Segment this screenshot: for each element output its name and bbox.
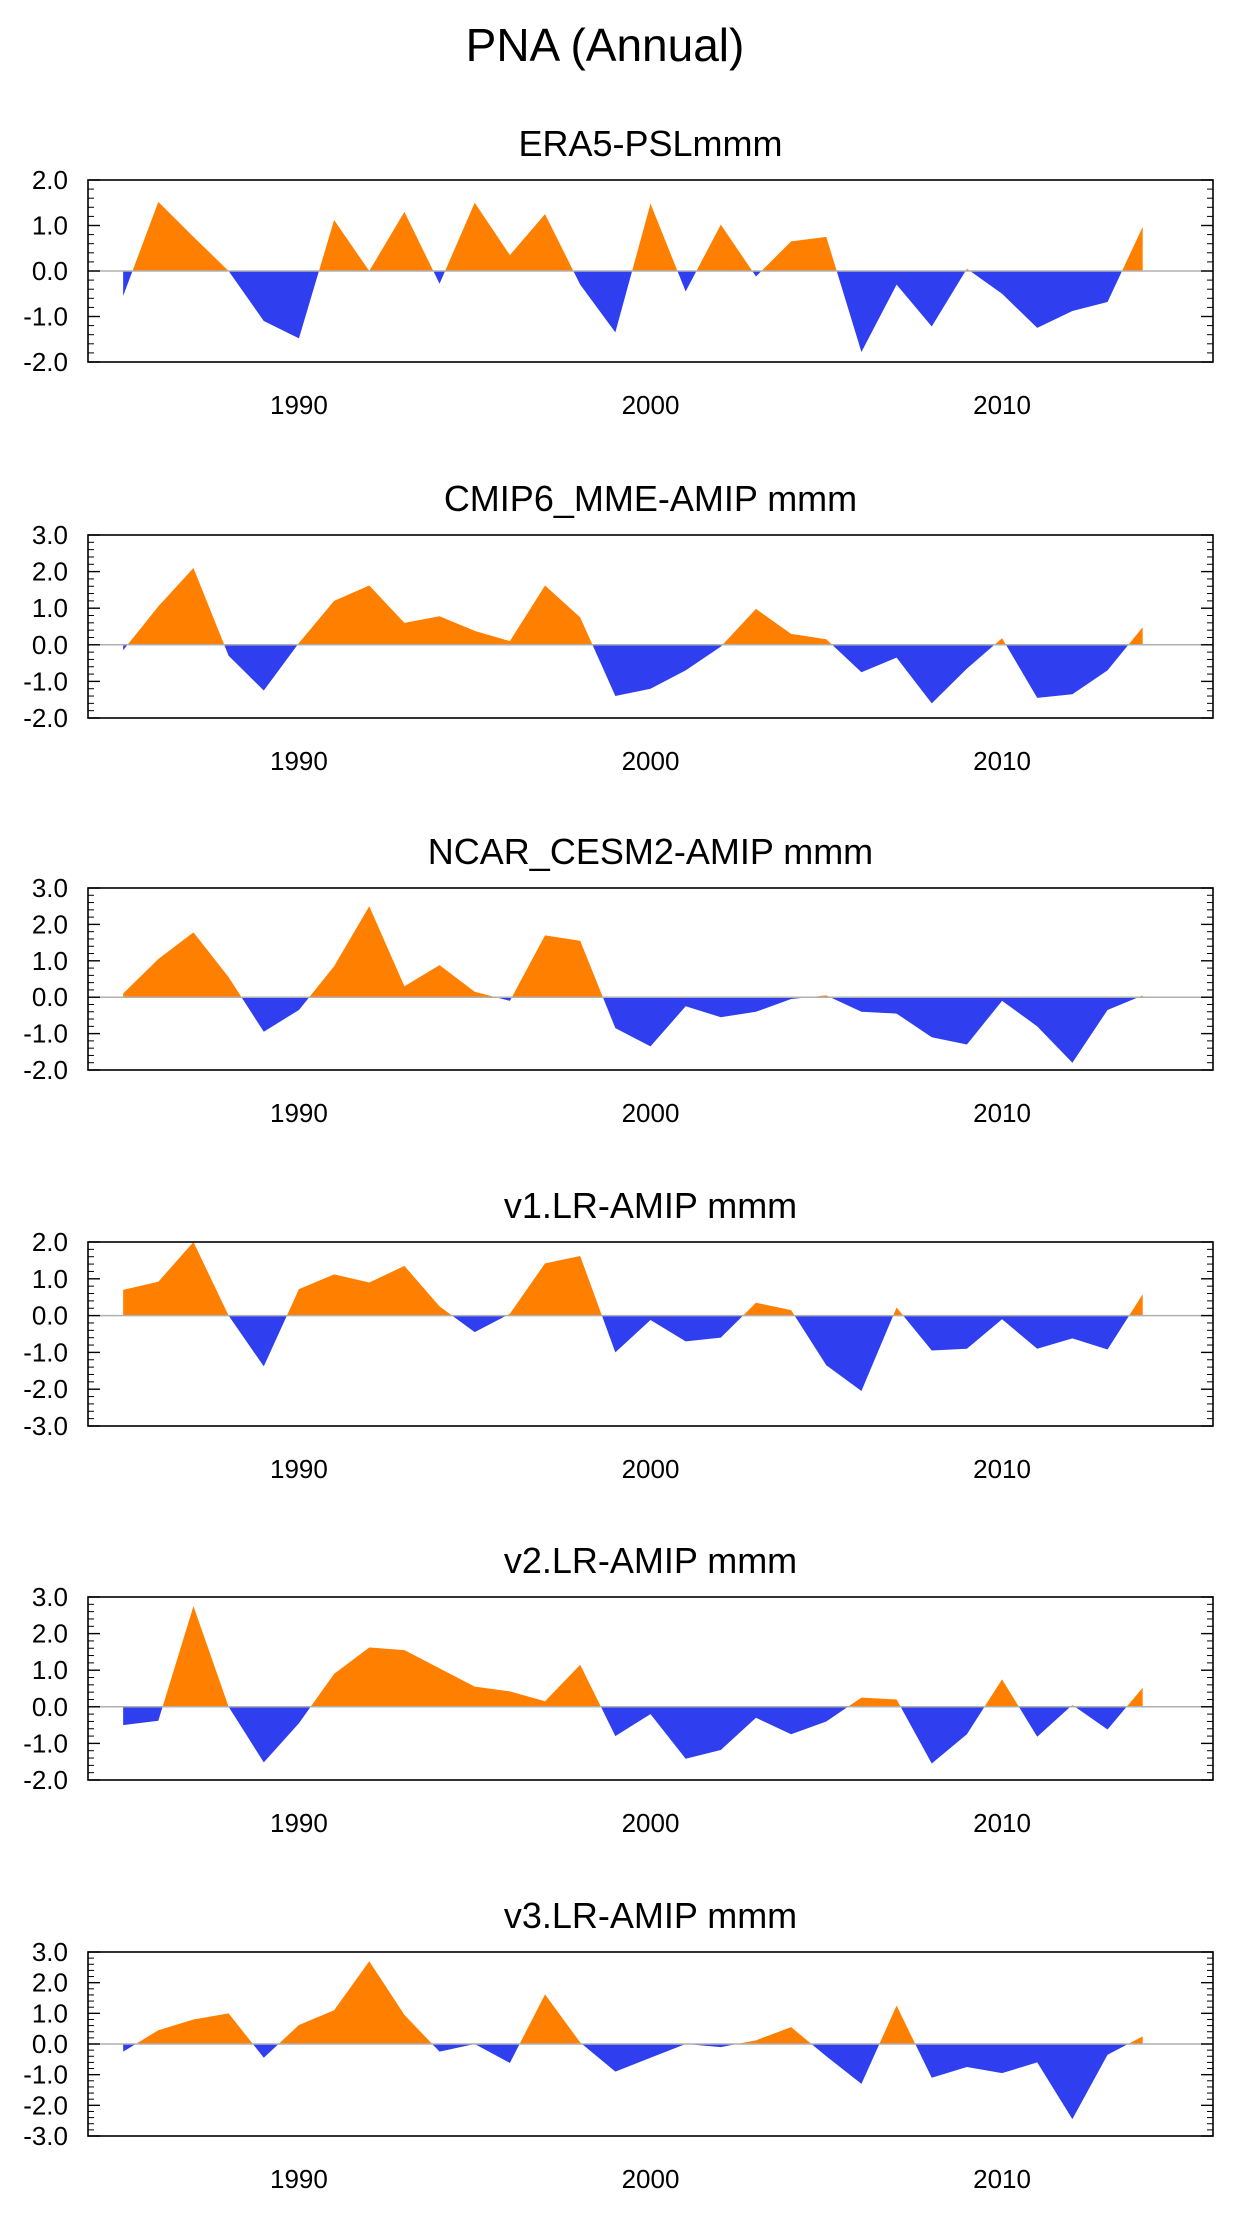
positive-area xyxy=(123,1242,1143,1316)
y-tick-label: -1.0 xyxy=(23,302,68,332)
y-tick-label: 1.0 xyxy=(32,946,68,976)
y-tick-label: 2.0 xyxy=(32,1227,68,1257)
x-tick-label: 1990 xyxy=(270,1454,328,1484)
x-tick-label: 2000 xyxy=(622,2164,680,2194)
x-tick-label: 1990 xyxy=(270,2164,328,2194)
chart-panel-2: CMIP6_MME-AMIP mmm 3.0 2.0 1.0 0.0 -1.0 -2.0 19… xyxy=(23,478,1214,776)
panel-title: NCAR_CESM2-AMIP mmm xyxy=(428,831,873,872)
y-tick-label: -2.0 xyxy=(23,2090,68,2120)
chart-panel-4: v1.LR-AMIP mmm 2.0 1.0 0.0 -1.0 -2.0 -3.0 1990 2… xyxy=(23,1185,1214,1484)
x-tick-label: 2010 xyxy=(973,1454,1031,1484)
x-tick-label: 2010 xyxy=(973,390,1031,420)
positive-area xyxy=(123,1961,1143,2044)
y-tick-label: 1.0 xyxy=(32,1998,68,2028)
positive-area xyxy=(123,1606,1143,1707)
y-tick-label: -2.0 xyxy=(23,1055,68,1085)
panel-title: CMIP6_MME-AMIP mmm xyxy=(444,478,857,519)
y-tick-label: 2.0 xyxy=(32,909,68,939)
x-tick-label: 2000 xyxy=(622,1098,680,1128)
negative-area xyxy=(123,271,1143,352)
negative-area xyxy=(123,2044,1143,2120)
y-tick-label: -3.0 xyxy=(23,1411,68,1441)
y-tick-label: -1.0 xyxy=(23,2060,68,2090)
plot-frame xyxy=(87,887,1214,1071)
positive-area xyxy=(123,906,1143,998)
x-tick-label: 1990 xyxy=(270,1098,328,1128)
panel-title: v3.LR-AMIP mmm xyxy=(504,1895,797,1936)
plot-frame xyxy=(87,534,1214,719)
chart-panel-3: NCAR_CESM2-AMIP mmm 3.0 2.0 1.0 0.0 -1.0 -2.0 1… xyxy=(23,831,1214,1128)
y-tick-label: 3.0 xyxy=(32,1582,68,1612)
y-tick-label: 0.0 xyxy=(32,982,68,1012)
y-tick-label: 2.0 xyxy=(32,1619,68,1649)
positive-area xyxy=(123,567,1143,645)
y-tick-label: -1.0 xyxy=(23,1337,68,1367)
y-tick-label: 3.0 xyxy=(32,873,68,903)
plot-frame xyxy=(87,1241,1214,1427)
y-tick-label: 2.0 xyxy=(32,557,68,587)
chart-panel-6: v3.LR-AMIP mmm 3.02.01.00.0-1.0-2.0-3.0 19… xyxy=(23,1895,1214,2194)
negative-area xyxy=(123,997,1143,1063)
negative-area xyxy=(123,1315,1143,1392)
panel-title: ERA5-PSLmmm xyxy=(518,123,782,164)
negative-area xyxy=(123,644,1143,704)
x-tick-label: 1990 xyxy=(270,1808,328,1838)
panel-title: v1.LR-AMIP mmm xyxy=(504,1185,797,1226)
x-tick-label: 2000 xyxy=(622,1454,680,1484)
x-tick-label: 2000 xyxy=(622,746,680,776)
figure-title: PNA (Annual) xyxy=(465,19,745,71)
x-tick-label: 2010 xyxy=(973,1098,1031,1128)
y-tick-label: -2.0 xyxy=(23,703,68,733)
y-tick-label: 2.0 xyxy=(32,165,68,195)
y-tick-label: 1.0 xyxy=(32,593,68,623)
y-tick-label: -2.0 xyxy=(23,347,68,377)
y-tick-label: -1.0 xyxy=(23,1728,68,1758)
y-tick-label: 0.0 xyxy=(32,1301,68,1331)
y-tick-label: 0.0 xyxy=(32,256,68,286)
y-tick-label: 0.0 xyxy=(32,630,68,660)
y-tick-label: -2.0 xyxy=(23,1765,68,1795)
chart-panel-1: ERA5-PSLmmm 2.0 1.0 0.0 -1.0 -2.0 1990 2000 2010 xyxy=(23,123,1214,420)
positive-area xyxy=(123,201,1143,271)
plot-frame xyxy=(87,1596,1214,1781)
y-tick-label: 1.0 xyxy=(32,211,68,241)
y-tick-label: 3.0 xyxy=(32,520,68,550)
y-tick-label: -2.0 xyxy=(23,1374,68,1404)
x-tick-label: 2010 xyxy=(973,746,1031,776)
y-tick-label: 0.0 xyxy=(32,2029,68,2059)
x-tick-label: 2000 xyxy=(622,1808,680,1838)
x-tick-label: 1990 xyxy=(270,746,328,776)
panel-title: v2.LR-AMIP mmm xyxy=(504,1540,797,1581)
chart-panel-5: v2.LR-AMIP mmm 3.0 2.0 1.0 0.0 -1.0 -2.0 1990 20… xyxy=(23,1540,1214,1838)
y-tick-label: 1.0 xyxy=(32,1264,68,1294)
x-tick-label: 2000 xyxy=(622,390,680,420)
x-tick-label: 1990 xyxy=(270,390,328,420)
negative-area xyxy=(123,1706,1143,1764)
y-tick-label: 2.0 xyxy=(32,1968,68,1998)
y-tick-label: -1.0 xyxy=(23,666,68,696)
y-tick-label: 1.0 xyxy=(32,1655,68,1685)
x-tick-label: 2010 xyxy=(973,1808,1031,1838)
x-tick-label: 2010 xyxy=(973,2164,1031,2194)
y-tick-label: -1.0 xyxy=(23,1019,68,1049)
y-tick-label: 3.0 xyxy=(32,1937,68,1967)
y-tick-label: -3.0 xyxy=(23,2121,68,2151)
y-tick-label: 0.0 xyxy=(32,1692,68,1722)
